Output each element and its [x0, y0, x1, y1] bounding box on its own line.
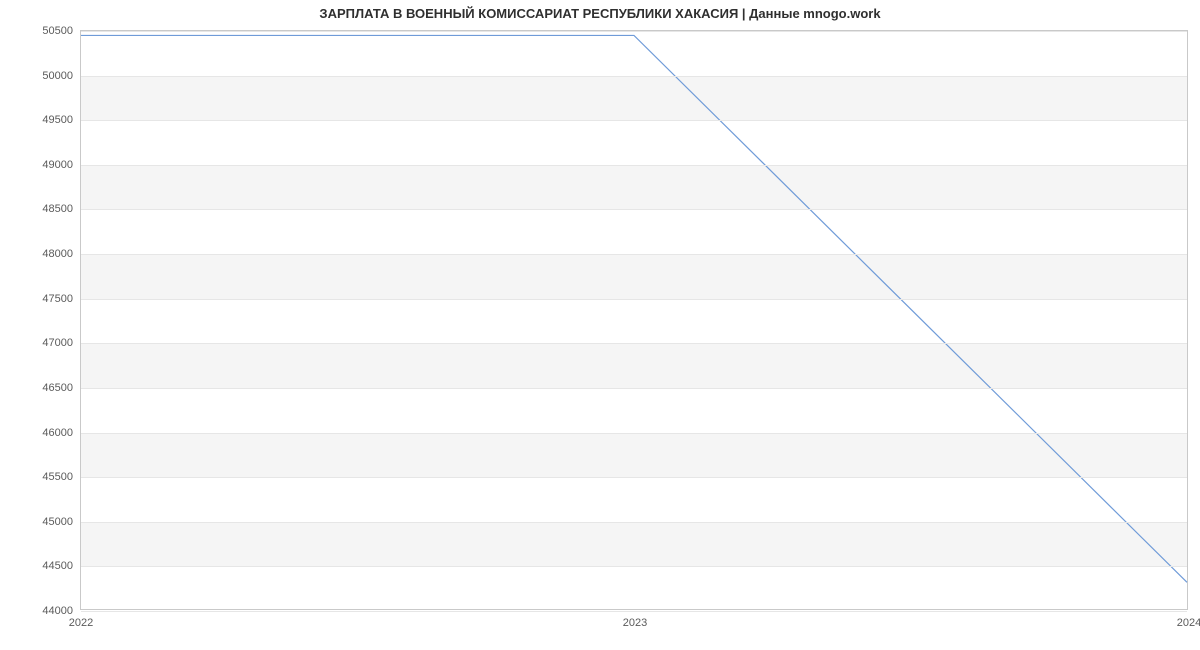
y-tick-label: 50500: [42, 25, 73, 37]
x-tick-label: 2024: [1177, 617, 1200, 629]
y-tick-label: 49000: [42, 159, 73, 171]
y-gridline: [81, 120, 1187, 121]
y-gridline: [81, 477, 1187, 478]
y-gridline: [81, 165, 1187, 166]
y-tick-label: 48000: [42, 248, 73, 260]
plot-area: 4400044500450004550046000465004700047500…: [80, 30, 1188, 610]
y-tick-label: 44500: [42, 560, 73, 572]
y-gridline: [81, 611, 1187, 612]
y-tick-label: 46000: [42, 427, 73, 439]
y-gridline: [81, 209, 1187, 210]
y-tick-label: 44000: [42, 605, 73, 617]
y-tick-label: 50000: [42, 70, 73, 82]
y-gridline: [81, 343, 1187, 344]
x-tick-label: 2023: [623, 617, 647, 629]
y-tick-label: 45000: [42, 516, 73, 528]
y-tick-label: 49500: [42, 114, 73, 126]
x-tick-label: 2022: [69, 617, 93, 629]
y-tick-label: 47500: [42, 293, 73, 305]
y-tick-label: 46500: [42, 382, 73, 394]
y-gridline: [81, 254, 1187, 255]
y-gridline: [81, 388, 1187, 389]
series-line: [81, 35, 1187, 582]
y-gridline: [81, 522, 1187, 523]
y-gridline: [81, 76, 1187, 77]
chart-container: ЗАРПЛАТА В ВОЕННЫЙ КОМИССАРИАТ РЕСПУБЛИК…: [0, 0, 1200, 650]
y-tick-label: 48500: [42, 203, 73, 215]
y-tick-label: 45500: [42, 471, 73, 483]
y-gridline: [81, 31, 1187, 32]
y-gridline: [81, 299, 1187, 300]
chart-title: ЗАРПЛАТА В ВОЕННЫЙ КОМИССАРИАТ РЕСПУБЛИК…: [0, 6, 1200, 21]
y-gridline: [81, 566, 1187, 567]
y-tick-label: 47000: [42, 337, 73, 349]
y-gridline: [81, 433, 1187, 434]
